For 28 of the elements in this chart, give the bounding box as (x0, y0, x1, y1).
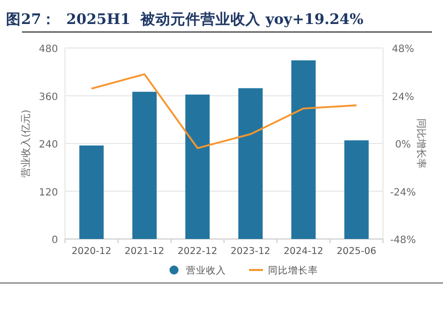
y-axis-title: 营业收入(亿元) (20, 110, 32, 178)
y-tick-label: 360 (38, 92, 58, 103)
x-tick-label: 2025-06 (336, 246, 376, 257)
bar (132, 92, 157, 239)
legend-label: 同比增长率 (268, 264, 318, 276)
y-tick-label: 0 (52, 235, 58, 246)
y2-tick-label: -48% (390, 235, 416, 246)
bar (185, 94, 210, 239)
y-tick-label: 480 (38, 44, 58, 55)
y2-axis-title: 同比增长率 (415, 118, 427, 168)
y2-tick-label: 0% (395, 140, 411, 150)
bar (344, 140, 369, 239)
y2-tick-label: 24% (392, 92, 414, 103)
bar (79, 145, 104, 239)
y-tick-label: 120 (38, 187, 58, 198)
y2-tick-label: -24% (390, 187, 416, 198)
x-tick-label: 2024-12 (284, 246, 324, 257)
legend-label: 营业收入 (186, 264, 226, 276)
line-series (90, 73, 358, 149)
x-tick-label: 2021-12 (124, 246, 164, 257)
y2-tick-label: 48% (392, 44, 414, 55)
chart-title: 图27： 2025H1 被动元件营业收入 yoy+19.24% (6, 11, 364, 28)
x-tick-label: 2022-12 (178, 246, 218, 257)
x-tick-label: 2020-12 (72, 246, 112, 257)
bar (291, 60, 316, 239)
bar (238, 88, 263, 239)
y-tick-label: 240 (38, 140, 58, 150)
x-tick-label: 2023-12 (230, 246, 270, 257)
